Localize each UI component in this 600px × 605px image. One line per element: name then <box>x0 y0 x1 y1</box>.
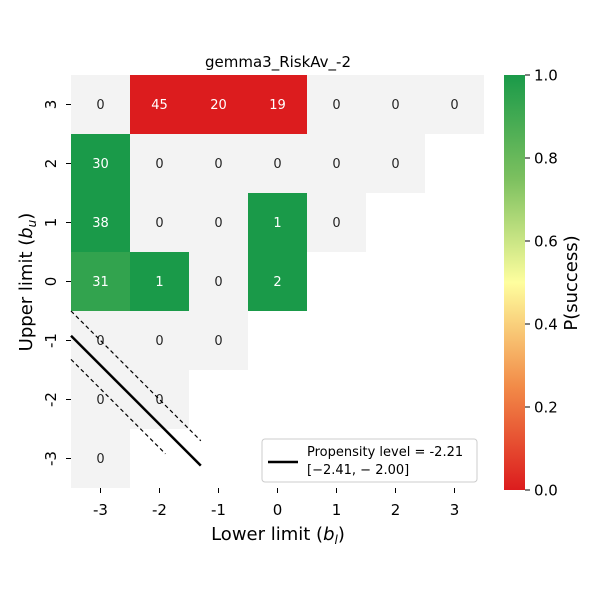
cell-label: 2 <box>273 275 281 290</box>
y-tick-label: -1 <box>42 333 60 348</box>
heatmap-cell <box>307 193 366 252</box>
y-tick-label: 2 <box>42 159 60 169</box>
heatmap-cell <box>189 134 248 193</box>
heatmap-cells: 0 45 20 19 0 0 030 0 0 0 0 038 0 0 1 031 1 0 20 0 00 00 <box>71 75 484 488</box>
x-tick-label: 1 <box>332 501 342 519</box>
legend-line1: Propensity level = -2.21 <box>307 445 463 460</box>
cell-label: 0 <box>273 157 281 172</box>
cell-label: 0 <box>96 452 104 467</box>
y-axis-label: Upper limit (bu) <box>16 213 39 352</box>
heatmap-cell <box>71 429 130 488</box>
cell-label: 0 <box>450 98 458 113</box>
heatmap-cell <box>189 193 248 252</box>
y-tick-labels: 3 2 1 0 -1 -2 -3 <box>42 100 71 466</box>
colorbar-tick-label: 0.6 <box>534 233 558 251</box>
heatmap-cell <box>71 311 130 370</box>
x-tick-label: -3 <box>93 501 108 519</box>
cell-label: 31 <box>92 275 109 290</box>
heatmap-cell <box>248 252 307 311</box>
heatmap-cell <box>71 75 130 134</box>
cell-label: 0 <box>96 393 104 408</box>
heatmap-cell <box>366 134 425 193</box>
cell-label: 20 <box>210 98 227 113</box>
heatmap-cell <box>130 311 189 370</box>
cell-label: 0 <box>214 157 222 172</box>
heatmap-cell <box>130 252 189 311</box>
cell-label: 0 <box>391 157 399 172</box>
cell-label: 1 <box>155 275 163 290</box>
y-tick-label: -2 <box>42 392 60 407</box>
cell-label: 19 <box>269 98 286 113</box>
y-tick-label: -3 <box>42 451 60 466</box>
legend-line2: [−2.41, − 2.00] <box>307 463 409 478</box>
colorbar-tick-label: 1.0 <box>534 67 558 85</box>
heatmap-cell <box>71 370 130 429</box>
heatmap-cell <box>189 75 248 134</box>
heatmap-cell <box>307 75 366 134</box>
heatmap-cell <box>71 193 130 252</box>
y-tick-label: 0 <box>42 277 60 287</box>
heatmap-cell <box>189 311 248 370</box>
cell-label: 0 <box>214 334 222 349</box>
x-tick-label: -1 <box>211 501 226 519</box>
colorbar <box>504 75 525 490</box>
cell-label: 38 <box>92 216 109 231</box>
heatmap-cell <box>71 252 130 311</box>
colorbar-tick-label: 0.8 <box>534 150 558 168</box>
legend-box <box>261 438 478 483</box>
propensity-lines <box>70 310 202 467</box>
heatmap-cell <box>425 75 484 134</box>
cell-label: 0 <box>332 98 340 113</box>
heatmap-cell <box>307 134 366 193</box>
y-tick-label: 3 <box>42 100 60 110</box>
heatmap-cell <box>248 75 307 134</box>
cell-label: 0 <box>155 334 163 349</box>
chart-title: gemma3_RiskAv_-2 <box>205 53 351 72</box>
y-tick-label: 1 <box>42 218 60 228</box>
cell-label: 1 <box>273 216 281 231</box>
colorbar-tick-label: 0.0 <box>534 482 558 500</box>
propensity-level-line <box>70 334 202 467</box>
colorbar-tick-label: 0.2 <box>534 399 558 417</box>
cell-label: 30 <box>92 157 109 172</box>
colorbar-ticks: 0.0 0.2 0.4 0.6 0.8 1.0 <box>525 67 558 500</box>
cell-label: 0 <box>391 98 399 113</box>
cell-label: 0 <box>332 157 340 172</box>
heatmap-cell <box>130 193 189 252</box>
x-tick-label: 3 <box>450 501 460 519</box>
propensity-lower-line <box>70 358 166 455</box>
heatmap-cell <box>71 134 130 193</box>
cell-label: 45 <box>151 98 168 113</box>
x-tick-label: -2 <box>152 501 167 519</box>
heatmap-cell <box>366 75 425 134</box>
heatmap-cell <box>189 252 248 311</box>
cell-label: 0 <box>155 157 163 172</box>
heatmap-cell <box>248 134 307 193</box>
cell-label: 0 <box>214 275 222 290</box>
x-tick-label: 2 <box>391 501 401 519</box>
x-tick-labels: -3 -2 -1 0 1 2 3 <box>93 488 459 519</box>
heatmap-cell <box>130 370 189 429</box>
cell-label: 0 <box>155 393 163 408</box>
cell-label: 0 <box>96 334 104 349</box>
propensity-upper-line <box>70 310 202 442</box>
colorbar-label: P(success) <box>561 235 582 330</box>
legend: Propensity level = -2.21 [−2.41, − 2.00] <box>261 438 478 483</box>
cell-label: 0 <box>155 216 163 231</box>
heatmap-cell <box>248 193 307 252</box>
colorbar-tick-label: 0.4 <box>534 316 558 334</box>
heatmap-cell <box>130 75 189 134</box>
cell-label: 0 <box>332 216 340 231</box>
cell-label: 0 <box>96 98 104 113</box>
x-axis-label: Lower limit (bl) <box>211 524 345 547</box>
x-tick-label: 0 <box>273 501 283 519</box>
heatmap-cell <box>130 134 189 193</box>
cell-label: 0 <box>214 216 222 231</box>
